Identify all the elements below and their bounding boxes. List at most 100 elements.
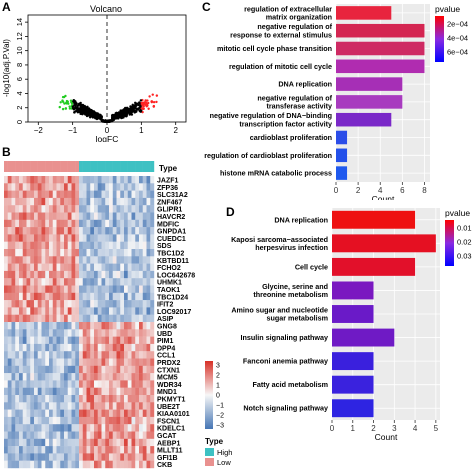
- heatmap-cell: [75, 453, 80, 461]
- heatmap-cell: [79, 460, 83, 469]
- heatmap-cell: [101, 197, 106, 206]
- heatmap-cell: [75, 373, 80, 381]
- heatmap-cell: [60, 292, 65, 301]
- heatmap-cell: [22, 219, 27, 228]
- heatmap-cell: [34, 416, 38, 425]
- heatmap-cell: [135, 285, 140, 293]
- heatmap-cell: [75, 402, 80, 410]
- heatmap-cell: [135, 183, 140, 191]
- heatmap-cell: [86, 460, 91, 469]
- heatmap-cell: [45, 358, 50, 366]
- heatmap-cell: [75, 278, 80, 286]
- heatmap-cell: [15, 424, 20, 432]
- heatmap-cell: [101, 431, 106, 439]
- heatmap-cell: [146, 263, 151, 272]
- heatmap-cell: [94, 373, 98, 381]
- heatmap-cell: [75, 395, 80, 403]
- heatmap-cell: [97, 453, 102, 461]
- heatmap-cell: [90, 234, 95, 242]
- heatmap-cell: [7, 249, 12, 257]
- heatmap-cell: [26, 358, 31, 366]
- heatmap-cell: [94, 285, 98, 293]
- heatmap-cell: [94, 453, 98, 461]
- volcano-point: [89, 114, 92, 117]
- heatmap-cell: [105, 292, 110, 301]
- heatmap-cell: [49, 424, 53, 432]
- heatmap-cell: [45, 351, 50, 359]
- heatmap-cell: [4, 322, 8, 330]
- heatmap-cell: [86, 190, 91, 199]
- heatmap-cell: [116, 402, 121, 410]
- heatmap-cell: [127, 387, 132, 396]
- gene-label: TAOK1: [157, 287, 180, 294]
- heatmap-cell: [86, 314, 91, 323]
- heatmap-cell: [30, 322, 35, 330]
- heatmap-cell: [90, 453, 95, 461]
- heatmap-cell: [97, 446, 102, 454]
- heatmap-cell: [82, 380, 87, 388]
- heatmap-cell: [150, 409, 155, 418]
- gene-label: MND1: [157, 389, 177, 396]
- gene-label: IFIT2: [157, 302, 173, 309]
- volcano-title: Volcano: [90, 4, 122, 14]
- heatmap-cell: [139, 365, 143, 374]
- legend-label-low: Low: [217, 458, 231, 467]
- heatmap-cell: [135, 234, 140, 242]
- heatmap-cell: [116, 249, 121, 257]
- heatmap-cell: [90, 387, 95, 396]
- heatmap-cell: [45, 453, 50, 461]
- heatmap-cell: [124, 387, 128, 396]
- heatmap-cell: [105, 387, 110, 396]
- heatmap-cell: [90, 183, 95, 191]
- heatmap-cell: [34, 453, 38, 461]
- gene-label: PKMYT1: [157, 397, 186, 404]
- heatmap-cell: [139, 176, 143, 184]
- heatmap-cell: [120, 424, 125, 432]
- heatmap-cell: [127, 358, 132, 366]
- heatmap-cell: [75, 190, 80, 199]
- type-bar-cell: [67, 161, 72, 172]
- heatmap-cell: [49, 285, 53, 293]
- heatmap-cell: [127, 409, 132, 418]
- bar-legend-tick: 4e−04: [447, 34, 468, 43]
- heatmap-cell: [131, 212, 136, 220]
- volcano-point: [61, 107, 65, 111]
- volcano-point: [146, 102, 149, 106]
- volcano-y-tick-label: 2: [15, 106, 24, 110]
- heatmap-cell: [82, 227, 87, 235]
- heatmap-cell: [41, 409, 46, 418]
- heatmap-cell: [75, 336, 80, 345]
- heatmap-cell: [116, 205, 121, 213]
- heatmap-cell: [105, 300, 110, 308]
- heatmap-cell: [52, 292, 57, 301]
- heatmap-cell: [97, 438, 102, 447]
- heatmap-cell: [131, 205, 136, 213]
- bar-category-label: negative regulation of transferase activi…: [257, 93, 332, 110]
- heatmap-cell: [105, 176, 110, 184]
- legend-swatch-low: [205, 458, 214, 466]
- heatmap-cell: [15, 387, 20, 396]
- heatmap-cell: [139, 307, 143, 315]
- heatmap-cell: [64, 314, 68, 323]
- heatmap-cell: [86, 358, 91, 366]
- type-bar-cell: [30, 161, 35, 172]
- heatmap-cell: [4, 197, 8, 206]
- heatmap-cell: [11, 351, 16, 359]
- heatmap-cell: [97, 460, 102, 469]
- heatmap-cell: [7, 278, 12, 286]
- heatmap-cell: [131, 416, 136, 425]
- heatmap-cell: [116, 431, 121, 439]
- heatmap-colorbar-tick: 3: [216, 363, 220, 370]
- heatmap-cell: [7, 343, 12, 352]
- heatmap-cell: [4, 256, 8, 264]
- heatmap-cell: [37, 329, 42, 337]
- heatmap-cell: [142, 402, 147, 410]
- heatmap-cell: [142, 424, 147, 432]
- heatmap-cell: [131, 329, 136, 337]
- heatmap-cell: [97, 343, 102, 352]
- heatmap-cell: [112, 278, 117, 286]
- heatmap-cell: [79, 358, 83, 366]
- heatmap-cell: [67, 205, 72, 213]
- heatmap-cell: [94, 300, 98, 308]
- heatmap-cell: [116, 351, 121, 359]
